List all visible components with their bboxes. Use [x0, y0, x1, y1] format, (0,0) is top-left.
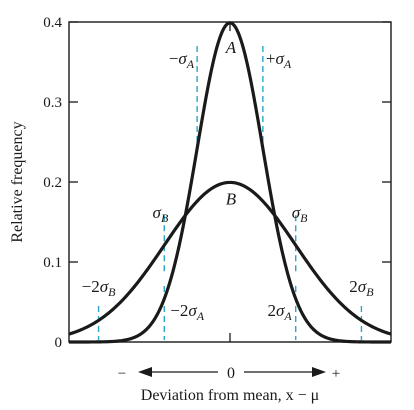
x-arrow-plus-sign: +	[332, 366, 340, 382]
curve-b	[68, 180, 392, 336]
curve-label-a: A	[225, 38, 237, 57]
curve-a	[68, 21, 392, 344]
sigma-label: 2σB	[349, 277, 374, 299]
y-axis-label: Relative frequency	[9, 121, 26, 242]
x-axis-label: Deviation from mean, x − μ	[141, 387, 319, 404]
y-tick-label: 0	[55, 335, 63, 351]
y-tick-label: 0.3	[43, 95, 62, 111]
sigma-label: 2σA	[267, 301, 292, 323]
sigma-label: −σA	[169, 49, 195, 71]
x-center-label: 0	[227, 365, 235, 382]
x-arrow-right-head	[312, 367, 326, 377]
sigma-label: σB	[292, 203, 308, 225]
annotation-labels: −σA +σA −2σA 2σA σB σB −2σB 2σB A B	[82, 38, 375, 323]
sigma-label: −2σA	[170, 301, 204, 323]
sigma-markers	[97, 46, 363, 340]
sigma-label: +σA	[266, 49, 292, 71]
y-tick-label: 0.4	[43, 15, 62, 31]
curve-label-b: B	[226, 189, 237, 208]
x-arrow-left-head	[138, 367, 152, 377]
sigma-label: −2σB	[82, 277, 116, 299]
distribution-curves	[68, 21, 392, 344]
x-arrow-minus-sign: −	[118, 366, 126, 382]
y-tick-label: 0.2	[43, 175, 62, 191]
sigma-label: σB	[153, 203, 169, 225]
y-tick-label: 0.1	[43, 255, 62, 271]
